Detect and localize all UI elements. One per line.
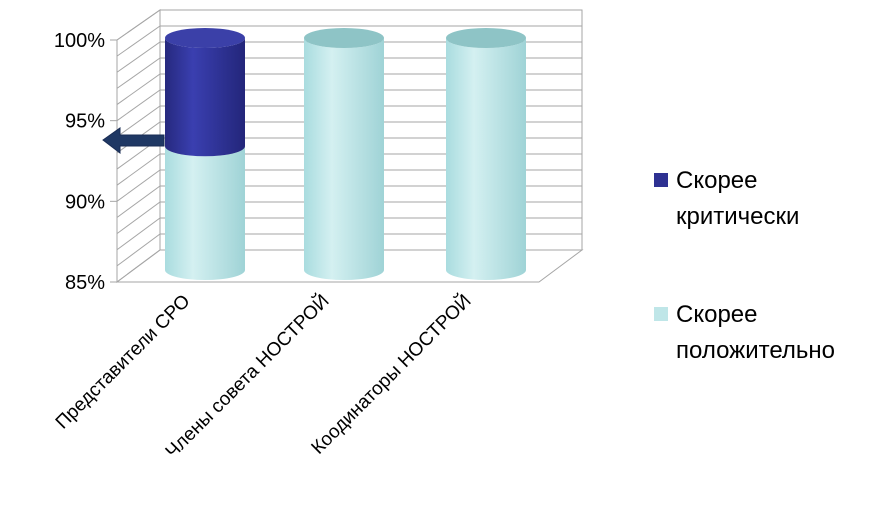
gridline <box>116 25 582 57</box>
gridline <box>116 185 582 218</box>
gridline <box>116 105 582 138</box>
legend-swatch <box>654 307 668 321</box>
x-category-label: Члены совета НОСТРОЙ <box>161 290 334 463</box>
legend-item: Скорее критически <box>654 167 799 230</box>
cylinder-bar <box>446 28 526 280</box>
x-category-label: Коодинаторы НОСТРОЙ <box>307 290 476 459</box>
gridline <box>116 153 582 186</box>
gridline <box>116 57 582 89</box>
y-tick-label: 100% <box>54 30 105 52</box>
legend-label: критически <box>676 203 799 230</box>
legend-item: Скорее положительно <box>654 301 835 364</box>
gridline <box>116 201 582 235</box>
gridline <box>116 73 582 105</box>
bar-top-cap <box>165 28 245 48</box>
x-category-label: Представители СРО <box>52 291 195 434</box>
y-axis-ticks: 85% 90% 95% 100% <box>54 30 117 294</box>
gridline <box>116 217 582 251</box>
bar-top-cap <box>304 28 384 48</box>
gridline <box>116 89 582 122</box>
legend-swatch <box>654 173 668 187</box>
gridline <box>116 9 582 41</box>
legend-label: Скорее <box>676 301 758 328</box>
bars <box>165 28 526 280</box>
bar-top-cap <box>446 28 526 48</box>
gridline <box>116 249 582 283</box>
y-tick-label: 95% <box>65 111 105 133</box>
gridline <box>116 41 582 73</box>
legend: Скорее критически Скорее положительно <box>654 167 835 364</box>
legend-label: положительно <box>676 337 835 364</box>
bar-segment-positive <box>304 38 384 280</box>
annotation-arrow <box>102 127 165 155</box>
cylinder-bar <box>304 28 384 280</box>
cylinder-bar <box>165 28 245 280</box>
gridlines <box>116 9 582 283</box>
y-tick-label: 90% <box>65 191 105 213</box>
y-tick-label: 85% <box>65 272 105 294</box>
legend-label: Скорее <box>676 167 758 194</box>
bar-segment-positive <box>446 38 526 280</box>
gridline <box>116 169 582 202</box>
arrow-left-icon <box>102 127 165 155</box>
gridline <box>116 233 582 267</box>
bar-segment-critical <box>165 38 245 157</box>
bar-segment-positive <box>165 146 245 280</box>
